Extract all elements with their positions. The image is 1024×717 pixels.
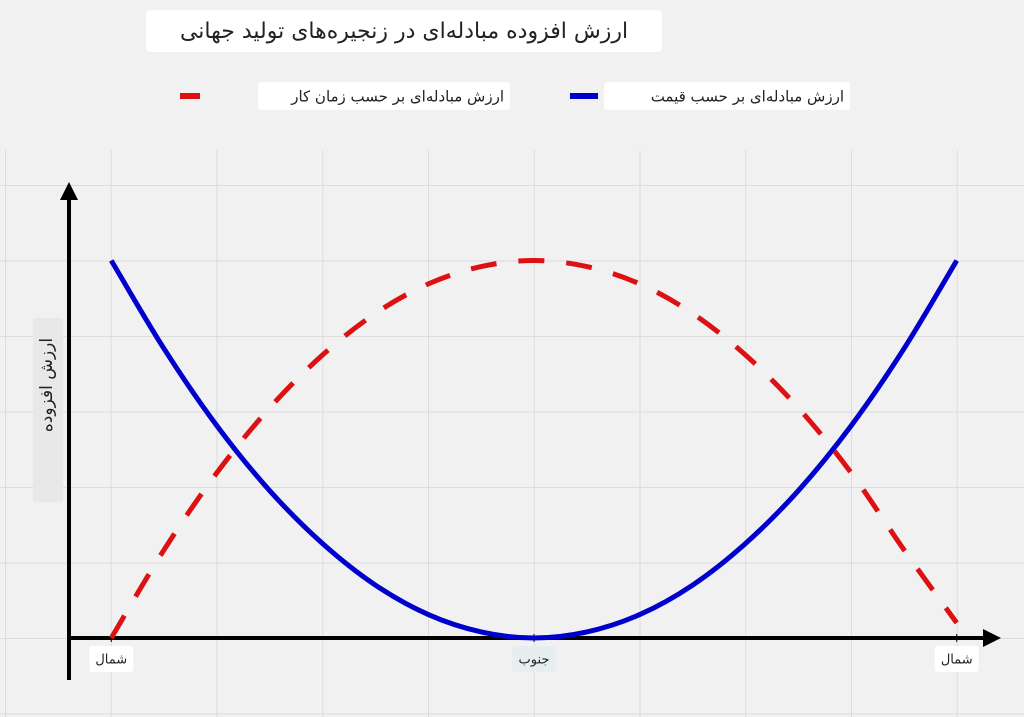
title-box: [146, 10, 662, 52]
series-line: [109, 259, 959, 641]
x-tick-box: [512, 646, 556, 672]
legend-box: [604, 82, 850, 110]
legend-label: ارزش مبادله‌ای بر حسب زمان کار: [290, 88, 504, 106]
chart-title: ارزش افزوده مبادله‌ای در زنجیره‌های تولی…: [180, 19, 628, 44]
x-tick-label: شمال: [95, 653, 127, 668]
grid-background: [0, 150, 1024, 717]
grid: [0, 150, 1024, 717]
x-tick-box: [89, 646, 134, 672]
y-axis-label: ارزش افزوده: [37, 338, 57, 432]
series-line: [109, 257, 959, 640]
legend-box: [258, 82, 510, 110]
x-tick-label: جنوب: [519, 653, 550, 668]
y-label-box: [33, 318, 63, 502]
legend-label: ارزش مبادله‌ای بر حسب قیمت: [651, 88, 844, 106]
x-tick-box: [934, 646, 979, 672]
x-tick-label: شمال: [941, 653, 973, 668]
